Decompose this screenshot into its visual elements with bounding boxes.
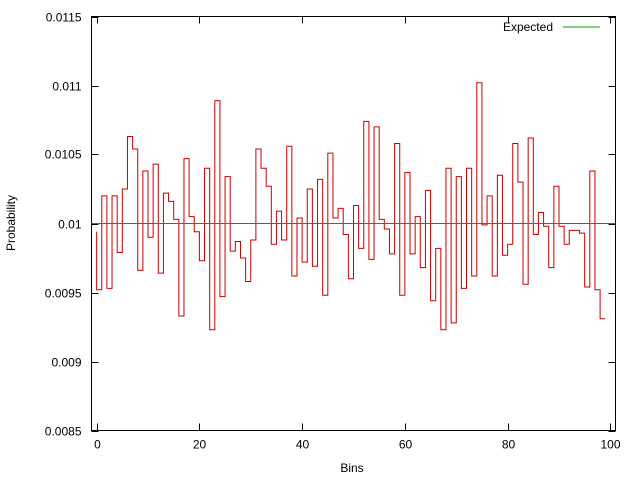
x-axis-label: Bins (340, 461, 363, 475)
x-tick-label: 40 (296, 438, 310, 452)
y-tick-label: 0.011 (52, 80, 81, 94)
series-group (91, 82, 616, 331)
x-tick-label: 60 (399, 438, 413, 452)
y-tick-label: 0.01 (58, 218, 82, 232)
y-axis-label: Probability (4, 195, 18, 251)
legend-label-expected: Expected (503, 20, 553, 34)
y-tick-label: 0.0115 (46, 11, 82, 25)
series-probability-steps (96, 82, 606, 331)
x-tick-label: 80 (502, 438, 516, 452)
x-axis-ticks: 0 20 40 60 80 100 (94, 16, 621, 452)
x-tick-label: 100 (600, 438, 620, 452)
y-axis-ticks: 0.0085 0.009 0.0095 0.01 0.0105 0.011 0.0115 (45, 11, 616, 439)
x-tick-label: 0 (94, 438, 101, 452)
y-tick-label: 0.0105 (45, 148, 82, 162)
y-tick-label: 0.009 (51, 356, 81, 370)
y-tick-label: 0.0085 (45, 425, 82, 439)
x-tick-label: 20 (193, 438, 207, 452)
legend: Expected (503, 20, 600, 34)
y-tick-label: 0.0095 (45, 287, 82, 301)
